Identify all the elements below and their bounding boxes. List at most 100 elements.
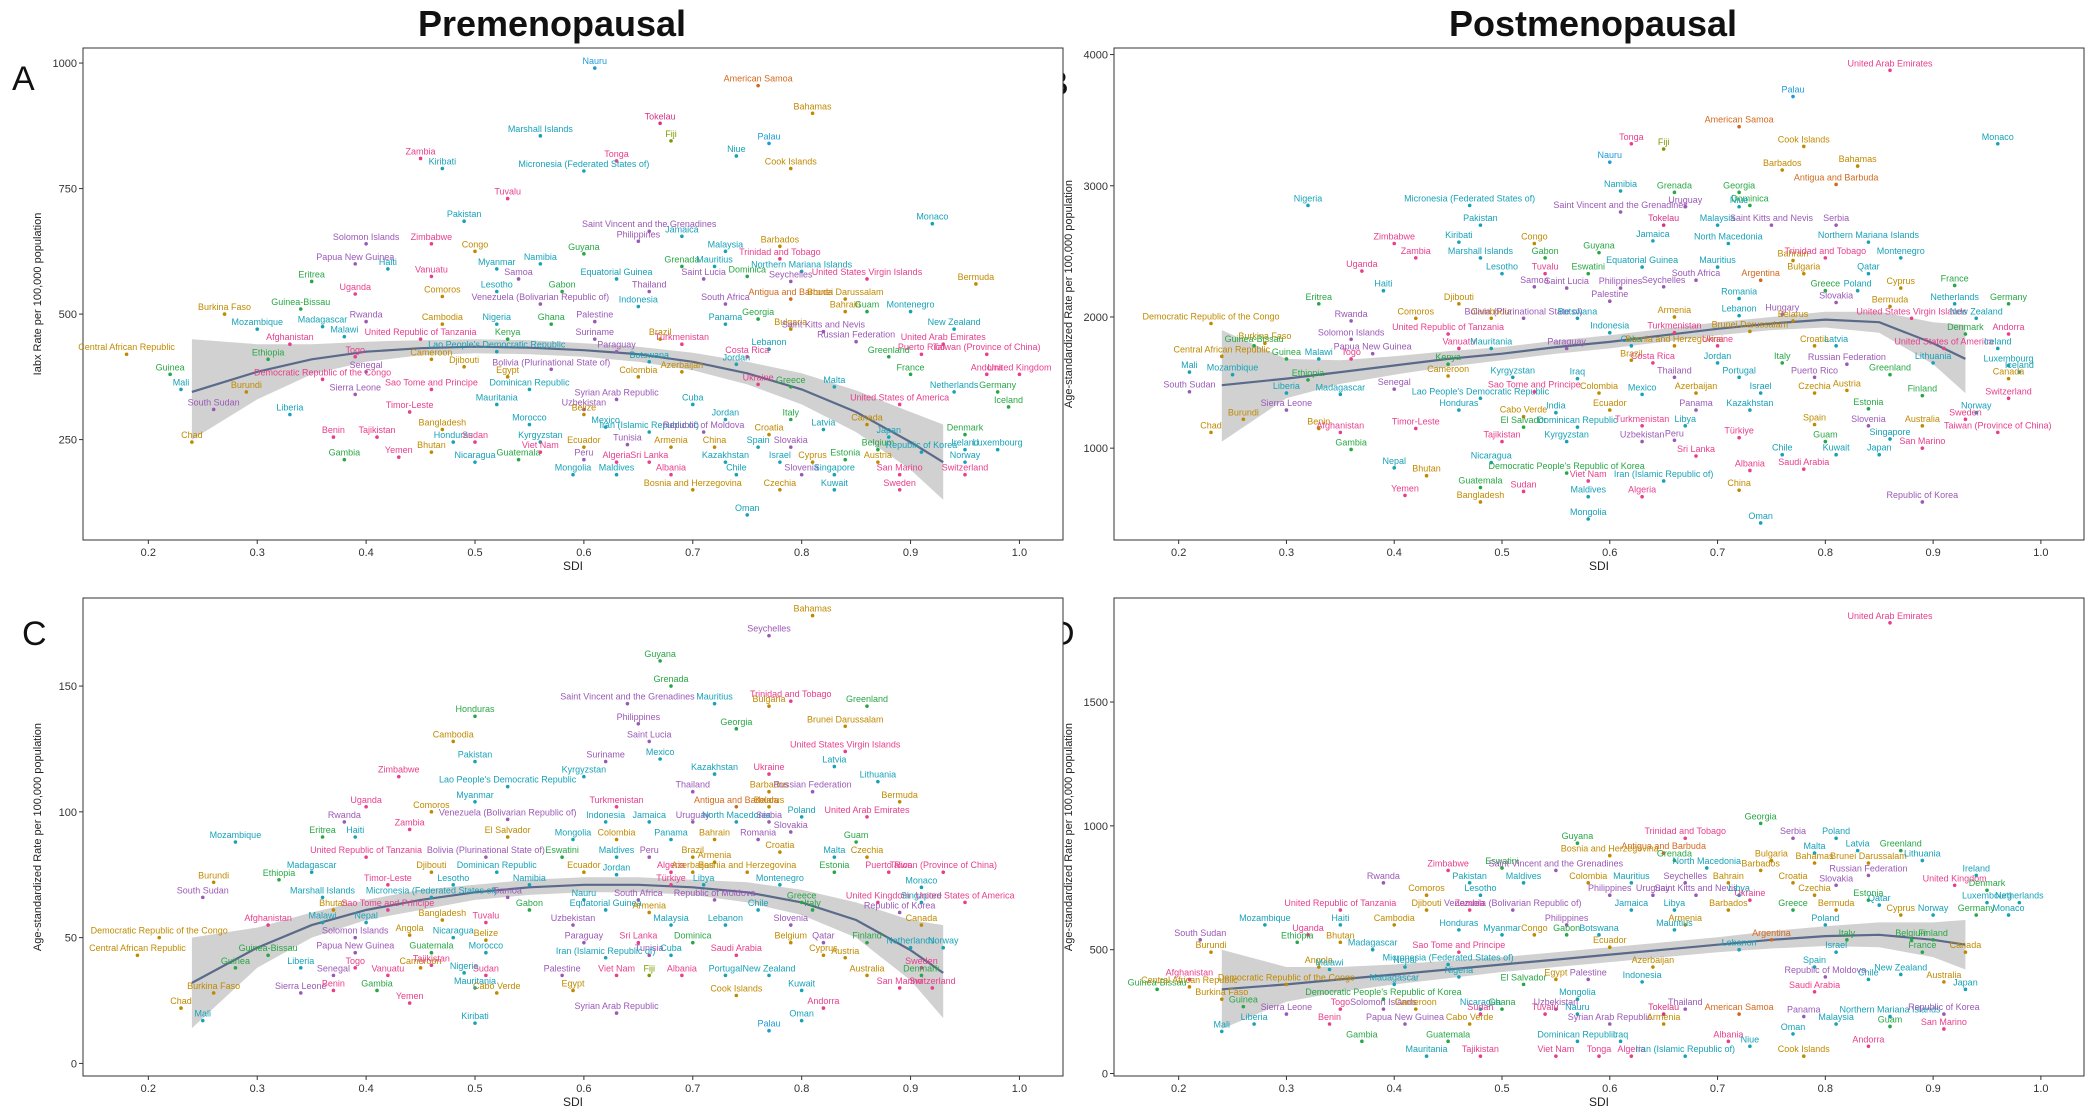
point-label: Lithuania [1904, 849, 1941, 859]
point-label: Gambia [329, 448, 361, 458]
data-point [1392, 982, 1397, 987]
point-label: Indonesia [619, 295, 658, 305]
point-label: Mozambique [210, 830, 262, 840]
point-label: Monaco [1993, 903, 2025, 913]
point-label: Thailand [632, 279, 667, 289]
point-label: Türkiye [656, 873, 686, 883]
point-label: Brunei Darussalam [1712, 319, 1789, 329]
point-label: New Zealand [928, 317, 981, 327]
data-point [440, 166, 445, 171]
data-point [462, 219, 466, 224]
data-point [1338, 1007, 1343, 1011]
data-point [1478, 256, 1483, 260]
point-label: Paraguay [597, 340, 636, 350]
data-point [897, 402, 902, 407]
data-point [364, 241, 368, 246]
data-point [745, 513, 750, 517]
point-label: Cameroon [1427, 364, 1469, 374]
trend-line [1221, 318, 1966, 387]
data-point [788, 297, 793, 301]
data-point [614, 349, 619, 354]
point-label: United Republic of Tanzania [365, 327, 477, 337]
data-point [821, 329, 826, 334]
point-label: Ethiopia [252, 347, 285, 357]
data-point [571, 837, 575, 842]
point-label: Gambia [361, 978, 393, 988]
point-label: Ukraine [1702, 334, 1733, 344]
point-label: Viet Nam [598, 963, 635, 973]
data-point [2006, 363, 2011, 368]
point-label: Benin [322, 425, 345, 435]
data-point [745, 870, 750, 875]
point-label: Cambodia [433, 729, 474, 739]
data-point [1737, 947, 1741, 952]
data-point [1586, 517, 1591, 521]
point-label: Saint Vincent and the Grenadines [1553, 200, 1688, 210]
data-point [1801, 467, 1806, 471]
data-point [1564, 439, 1569, 444]
data-point [1198, 937, 1203, 942]
data-point [614, 159, 619, 163]
data-point [647, 460, 652, 464]
point-label: Namibia [1604, 179, 1637, 189]
data-point [680, 342, 684, 347]
point-label: Ukraine [753, 762, 784, 772]
data-point [1392, 923, 1397, 927]
x-axis-label: SDI [563, 559, 583, 573]
point-label: Congo [1521, 231, 1548, 241]
data-point [788, 940, 793, 945]
data-point [2006, 376, 2011, 381]
data-point [1554, 868, 1558, 873]
y-tick-label: 100 [59, 807, 77, 819]
point-label: Guam [844, 830, 869, 840]
point-label: Austria [831, 946, 859, 956]
point-label: Suriname [586, 750, 625, 760]
point-label: Brunei Darussalam [807, 287, 884, 297]
data-point [1586, 494, 1591, 499]
data-point [886, 870, 891, 875]
point-label: Sao Tome and Principe [385, 377, 478, 387]
data-point [1823, 923, 1828, 927]
data-point [1478, 500, 1483, 504]
point-label: Chile [748, 898, 769, 908]
point-label: Malaysia [1700, 213, 1736, 223]
point-label: Latvia [811, 418, 835, 428]
point-label: United States of America [915, 890, 1014, 900]
data-point [908, 309, 913, 314]
point-label: Burkina Faso [1238, 331, 1291, 341]
data-point [712, 837, 717, 842]
point-label: Bhutan [1326, 930, 1355, 940]
point-label: Slovenia [1851, 414, 1886, 424]
point-label: Chile [726, 463, 747, 473]
data-point [767, 704, 771, 708]
point-label: Palau [757, 1019, 780, 1029]
point-label: Sierra Leone [1261, 1002, 1313, 1012]
point-label: Tonga [1587, 1044, 1612, 1054]
data-point [832, 472, 837, 477]
x-tick-label: 0.7 [685, 547, 700, 559]
point-label: Guinea-Bissau [1225, 334, 1284, 344]
point-label: Palestine [544, 963, 581, 973]
point-label: Germany [1990, 292, 2028, 302]
point-label: Tuvalu [1532, 262, 1559, 272]
point-label: Algeria [657, 860, 685, 870]
data-point [1704, 866, 1709, 870]
data-point [1564, 923, 1569, 927]
point-label: Niue [1741, 1034, 1760, 1044]
data-point [614, 472, 619, 477]
data-point [886, 435, 891, 439]
point-label: Türkiye [1724, 426, 1754, 436]
data-point [788, 166, 793, 171]
point-label: Tuvalu [494, 187, 521, 197]
data-point [473, 986, 477, 990]
data-point [1413, 1007, 1418, 1011]
data-point [614, 460, 619, 464]
point-label: Qatar [812, 931, 835, 941]
data-point [963, 460, 967, 464]
point-label: Czechia [764, 478, 797, 488]
point-label: Bangladesh [419, 908, 467, 918]
data-point [712, 701, 717, 706]
point-label: Uruguay [1668, 195, 1703, 205]
data-point [669, 837, 673, 842]
data-point [669, 923, 673, 927]
